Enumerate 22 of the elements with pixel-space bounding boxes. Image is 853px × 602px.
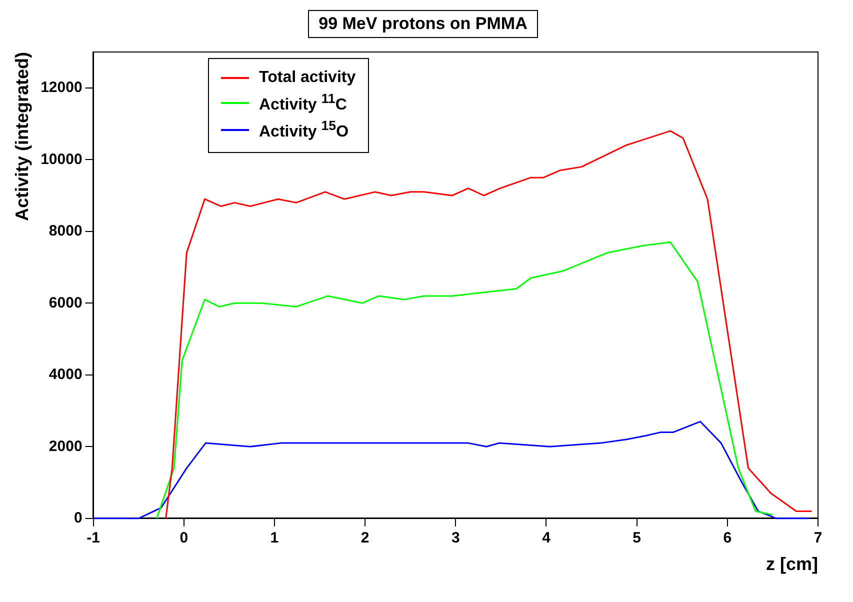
x-tick-label: -1 <box>86 530 100 547</box>
y-tick-label: 8000 <box>48 222 82 240</box>
y-tick-label: 10000 <box>40 150 82 168</box>
y-tick-label: 6000 <box>48 294 82 312</box>
y-tick-label: 0 <box>74 510 82 527</box>
legend-label: Activity $^{15}$O <box>259 118 349 142</box>
x-tick-label: 4 <box>542 530 552 547</box>
x-tick-label: 7 <box>814 530 822 547</box>
y-tick-label: 12000 <box>40 79 82 96</box>
y-tick-label: 4000 <box>48 366 82 384</box>
x-tick-label: 1 <box>270 530 279 547</box>
y-axis-title: Activity (integrated) <box>12 52 32 222</box>
x-tick-label: 5 <box>632 530 641 547</box>
y-tick-label: 2000 <box>48 438 82 455</box>
x-axis-title: z [cm] <box>766 554 818 574</box>
x-tick-label: 2 <box>360 530 370 547</box>
x-tick-label: 6 <box>723 530 732 547</box>
legend-label: Total activity <box>259 69 356 87</box>
x-tick-label: 3 <box>451 530 460 547</box>
x-tick-label: 0 <box>180 530 188 547</box>
chart-title: 99 MeV protons on PMMA <box>308 10 538 38</box>
legend-label: Activity $^{11}$C <box>259 91 347 114</box>
